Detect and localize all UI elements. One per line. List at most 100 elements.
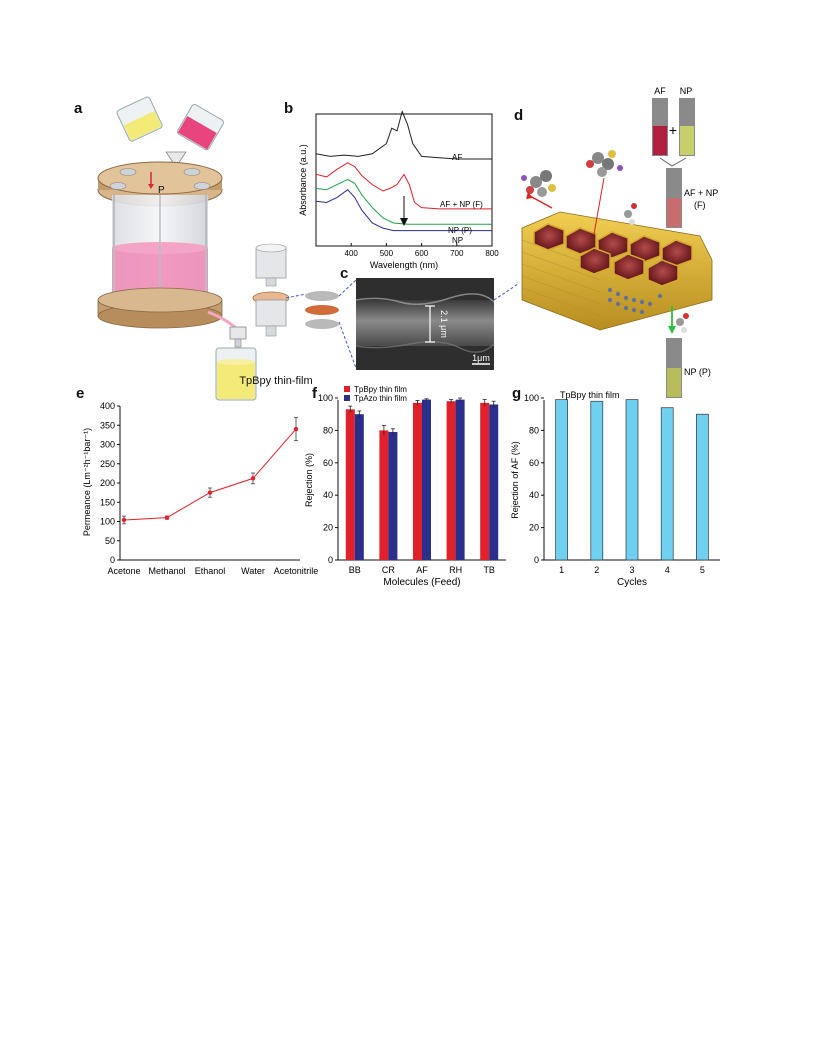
chart-e-ylabel: Permeance (Lm⁻²h⁻¹bar⁻¹) xyxy=(82,428,92,536)
panel-label-c: c xyxy=(340,265,349,282)
chart-f-ylabel: Rejection (%) xyxy=(304,453,314,507)
chart-g-bar xyxy=(625,399,639,561)
chart-b-line-2 xyxy=(315,178,492,225)
membrane-module-icon xyxy=(252,243,290,337)
chart-e-ytick-label: 200 xyxy=(100,478,115,488)
chart-f-xtick-label: CR xyxy=(382,565,395,575)
chart-g-xtick-label: 5 xyxy=(700,565,705,575)
chart-b-frame xyxy=(315,113,493,247)
pink-beaker-icon xyxy=(177,104,224,151)
chart-g-ytick-label: 40 xyxy=(529,490,539,500)
honeycomb-pores xyxy=(533,223,693,287)
vial-af-icon xyxy=(652,98,668,156)
chart-e-ytick-label: 100 xyxy=(100,517,115,527)
plus-sign: + xyxy=(669,122,677,138)
chart-f-bar xyxy=(388,432,398,560)
chart-e-line xyxy=(123,428,297,521)
chart-g-bar xyxy=(660,407,674,561)
chart-e-point xyxy=(293,426,299,432)
chart-e-ytick-label: 400 xyxy=(100,401,115,411)
chart-f-xtick-label: RH xyxy=(449,565,462,575)
chart-g-xtick-label: 1 xyxy=(559,565,564,575)
chart-b-line-0 xyxy=(315,110,492,160)
chart-b-xlabel: Wavelength (nm) xyxy=(370,260,438,270)
chart-e-ytick-label: 0 xyxy=(110,555,115,565)
chart-g-xlabel: Cycles xyxy=(617,577,647,588)
chart-b-line-1 xyxy=(315,162,492,210)
chart-e-xtick-label: Methanol xyxy=(148,566,185,576)
chart-g-ylabel: Rejection of AF (%) xyxy=(510,441,520,519)
legend-swatch-tpbpy xyxy=(344,386,350,392)
chart-f-ytick-label: 40 xyxy=(323,490,333,500)
af-molecule-icon xyxy=(586,150,623,177)
chart-f-xtick-label: BB xyxy=(349,565,361,575)
membrane-disc xyxy=(305,319,339,329)
chart-e-point xyxy=(121,517,127,523)
panel-d-illustration: AF NP + AF + NP (F) NP (P) xyxy=(521,86,718,398)
chart-b-xtick-label: 700 xyxy=(450,249,464,258)
panel-label-b: b xyxy=(284,100,294,117)
chart-e: 0 50 100 150 200 250 300 350 400 Acetone Methanol… xyxy=(82,401,318,576)
panel-label-d: d xyxy=(514,107,524,124)
chart-g: 0 20 40 60 80 100 1 2 3 4 5 TpBpy thin film Rejec… xyxy=(510,390,720,588)
chart-g-bar xyxy=(555,399,568,561)
vial-mixture-icon xyxy=(666,168,682,228)
panel-label-a: a xyxy=(74,100,83,117)
chart-b-xtick-label: 600 xyxy=(415,249,429,258)
chart-g-ytick-label: 20 xyxy=(529,523,539,533)
chart-f-xlabel: Molecules (Feed) xyxy=(383,577,460,588)
panel-label-f: f xyxy=(312,385,317,402)
membrane-disc xyxy=(305,291,339,301)
chart-f-xtick-label: TB xyxy=(483,565,495,575)
chart-g-xtick-label: 3 xyxy=(629,565,634,575)
chart-f-bar xyxy=(354,414,364,560)
chart-e-ytick-label: 50 xyxy=(105,536,115,546)
chart-e-point xyxy=(207,490,213,495)
chart-g-ytick-label: 100 xyxy=(524,393,539,403)
permeate-beaker-icon xyxy=(215,347,257,401)
chart-g-title: TpBpy thin film xyxy=(560,390,620,400)
mixture-label-f: (F) xyxy=(694,200,706,210)
vial-np-label: NP xyxy=(680,86,693,96)
panel-a-illustration: P TpBpy thin-film xyxy=(97,96,519,401)
chart-g-bar xyxy=(696,413,709,561)
chart-f-bar xyxy=(422,399,431,560)
chart-g-xtick-label: 2 xyxy=(594,565,599,575)
chart-g-xtick-label: 4 xyxy=(665,565,670,575)
chart-f-ytick-label: 60 xyxy=(323,458,333,468)
chart-f-ytick-label: 80 xyxy=(323,425,333,435)
chart-f-bar xyxy=(413,402,422,560)
chart-b-series-label: AF xyxy=(452,153,462,162)
chart-b-series-label: NP (P) xyxy=(448,226,472,235)
scale-bar-label: 1μm xyxy=(472,353,490,363)
yellow-beaker-icon xyxy=(116,96,163,142)
legend-label-tpbpy: TpBpy thin film xyxy=(354,385,407,394)
pressure-label: P xyxy=(158,185,165,196)
chart-b: 400 500 600 700 800 Wavelength (nm) Absorban… xyxy=(298,110,499,270)
chart-b-line-3 xyxy=(315,189,492,232)
permeate-label: NP (P) xyxy=(684,367,711,377)
membrane-disc xyxy=(305,305,339,315)
chart-b-series-label: NP xyxy=(452,236,463,245)
rejection-arrow xyxy=(529,195,553,209)
chart-f-ytick-label: 0 xyxy=(328,555,333,565)
chart-e-ytick-label: 250 xyxy=(100,459,115,469)
mixture-label: AF + NP xyxy=(684,188,718,198)
chart-b-xtick-label: 800 xyxy=(485,249,499,258)
chart-f-bar xyxy=(446,401,456,560)
chart-e-xtick-label: Acetonitrile xyxy=(274,566,319,576)
chart-b-ylabel: Absorbance (a.u.) xyxy=(298,144,308,216)
panel-a-caption: TpBpy thin-film xyxy=(239,375,312,387)
chart-g-ytick-label: 60 xyxy=(529,458,539,468)
chart-f-bar xyxy=(379,430,389,560)
thickness-label: 2.1 μm xyxy=(439,310,449,338)
chart-f-xtick-label: AF xyxy=(416,565,428,575)
chart-b-xtick-label: 400 xyxy=(345,249,359,258)
vial-af-label: AF xyxy=(654,86,666,96)
chart-e-xtick-label: Ethanol xyxy=(195,566,226,576)
chart-e-ytick-label: 150 xyxy=(100,497,115,507)
chart-f-bar xyxy=(480,402,490,560)
chart-e-point xyxy=(250,476,256,481)
